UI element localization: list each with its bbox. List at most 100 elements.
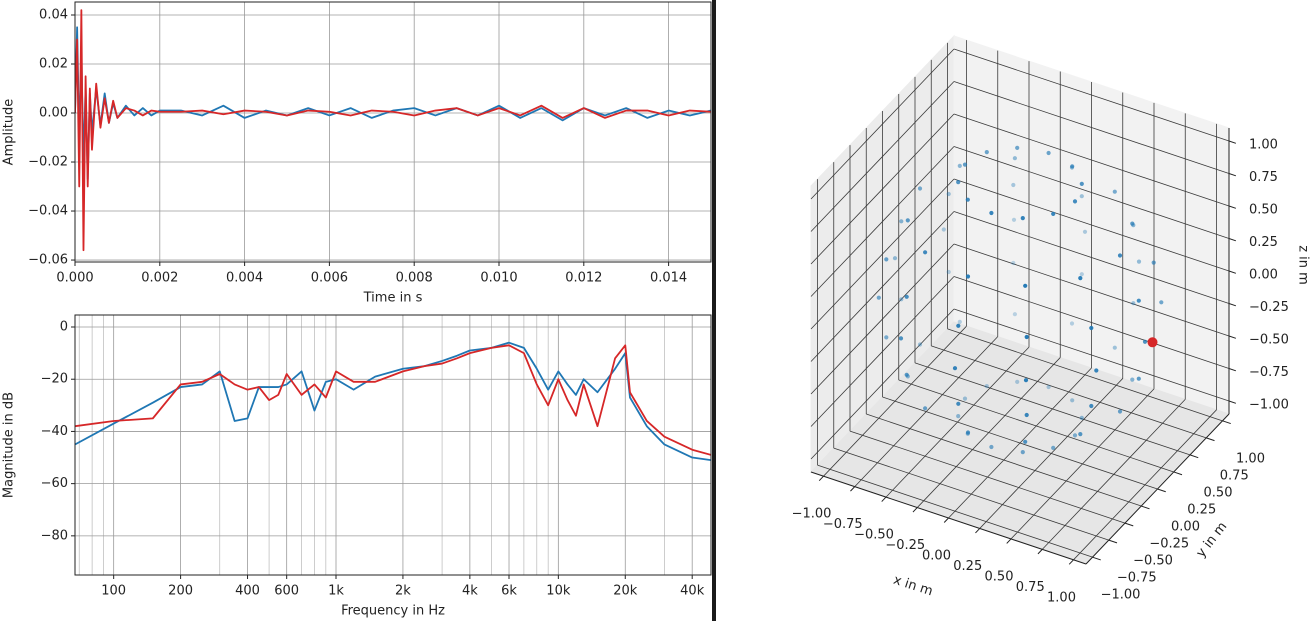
x-tick-label: 400 bbox=[235, 584, 260, 599]
y-tick-label: 0.00 bbox=[1171, 520, 1200, 535]
plot-frame bbox=[74, 1, 712, 263]
point bbox=[1151, 260, 1156, 265]
point bbox=[1023, 378, 1029, 383]
grid-line bbox=[953, 146, 1230, 239]
point bbox=[1079, 194, 1084, 199]
series-line bbox=[75, 344, 711, 456]
grid-line bbox=[849, 430, 1126, 524]
divider bbox=[712, 0, 716, 621]
point bbox=[984, 150, 989, 155]
x-tick-label: 0.012 bbox=[565, 271, 602, 286]
grid-line bbox=[866, 413, 1142, 507]
point bbox=[1023, 439, 1028, 444]
point bbox=[956, 323, 961, 328]
grid-line bbox=[931, 345, 1207, 439]
point bbox=[1011, 260, 1016, 266]
y-axis-label: Amplitude bbox=[2, 99, 17, 166]
point bbox=[1136, 259, 1142, 264]
grid-line bbox=[953, 308, 1230, 402]
x-tick bbox=[818, 475, 824, 482]
point bbox=[989, 210, 994, 216]
grid-line bbox=[833, 447, 1109, 541]
point bbox=[956, 401, 961, 406]
grid-line bbox=[953, 211, 1230, 304]
x-tick-label: 0.006 bbox=[311, 271, 348, 286]
point bbox=[1011, 217, 1017, 222]
x-tick-label: 0.25 bbox=[953, 559, 982, 574]
point bbox=[965, 274, 971, 279]
x-tick-label: 1.00 bbox=[1047, 590, 1076, 605]
point bbox=[1089, 403, 1094, 409]
y-tick-label: −1.00 bbox=[1101, 588, 1141, 603]
x-tick-label: 0.010 bbox=[480, 271, 517, 286]
y-tick-label: −0.50 bbox=[1133, 554, 1173, 569]
z-tick-label: 1.00 bbox=[1249, 138, 1278, 153]
y-tick-label: 0.04 bbox=[39, 7, 68, 22]
point bbox=[1112, 189, 1117, 194]
z-axis-label: z in m bbox=[1296, 245, 1311, 285]
x-axis-label: Time in s bbox=[363, 291, 423, 306]
point bbox=[1024, 334, 1029, 340]
z-tick-label: −1.00 bbox=[1249, 398, 1289, 413]
x-tick-label: −0.50 bbox=[854, 528, 894, 543]
point bbox=[892, 256, 898, 261]
point bbox=[946, 269, 951, 275]
y-tick-label: 0.02 bbox=[39, 56, 68, 71]
y-tick-label: −0.02 bbox=[28, 155, 68, 170]
x-tick-label: 20k bbox=[613, 584, 638, 599]
grid-line bbox=[914, 362, 1191, 456]
point bbox=[952, 366, 958, 371]
grid-line bbox=[953, 276, 1230, 369]
grid-line bbox=[817, 464, 1093, 558]
x-tick-label: 0.00 bbox=[922, 549, 951, 564]
x-tick bbox=[943, 517, 949, 523]
z-tick-label: 0.75 bbox=[1249, 170, 1278, 185]
x-tick bbox=[881, 496, 887, 502]
point bbox=[956, 180, 961, 185]
point bbox=[1072, 199, 1078, 204]
z-tick bbox=[1228, 400, 1237, 404]
x-tick bbox=[912, 507, 918, 513]
x-tick bbox=[1006, 538, 1012, 544]
grid-line bbox=[810, 211, 955, 362]
y-tick bbox=[1206, 437, 1215, 442]
grid-line bbox=[882, 396, 1158, 490]
y-tick bbox=[1189, 454, 1199, 459]
y-tick-label: 0 bbox=[60, 320, 68, 335]
x-tick bbox=[850, 486, 856, 492]
z-tick-label: 0.25 bbox=[1249, 235, 1278, 250]
z-tick bbox=[1228, 303, 1237, 307]
point bbox=[1051, 211, 1056, 216]
point bbox=[1012, 312, 1018, 317]
point bbox=[1046, 384, 1051, 390]
z-tick-label: 0.00 bbox=[1249, 268, 1278, 283]
y-tick bbox=[1157, 488, 1166, 493]
y-tick-label: −0.04 bbox=[28, 204, 68, 219]
x-tick-label: −1.00 bbox=[792, 507, 832, 522]
point bbox=[1079, 415, 1084, 420]
point bbox=[1046, 150, 1051, 156]
z-tick-label: 0.50 bbox=[1249, 203, 1278, 218]
point bbox=[1130, 377, 1135, 382]
grid-line bbox=[810, 146, 955, 297]
grid-line bbox=[953, 113, 1230, 207]
x-tick-label: 4k bbox=[462, 584, 478, 599]
point bbox=[1079, 181, 1084, 186]
grid-line bbox=[810, 243, 955, 395]
point bbox=[898, 336, 904, 341]
grid-line bbox=[953, 178, 1230, 272]
y-axis-line bbox=[1085, 413, 1230, 565]
x-tick-label: 1k bbox=[328, 584, 344, 599]
x-tick-label: 0.75 bbox=[1016, 580, 1045, 595]
grid-line bbox=[898, 379, 1174, 473]
point bbox=[1078, 432, 1083, 437]
point bbox=[957, 319, 962, 324]
point bbox=[1131, 223, 1136, 228]
point bbox=[904, 294, 909, 299]
series-line bbox=[75, 341, 711, 462]
x-tick bbox=[1037, 549, 1043, 555]
y-tick-label: 0.25 bbox=[1187, 502, 1216, 517]
z-tick bbox=[1228, 173, 1237, 177]
